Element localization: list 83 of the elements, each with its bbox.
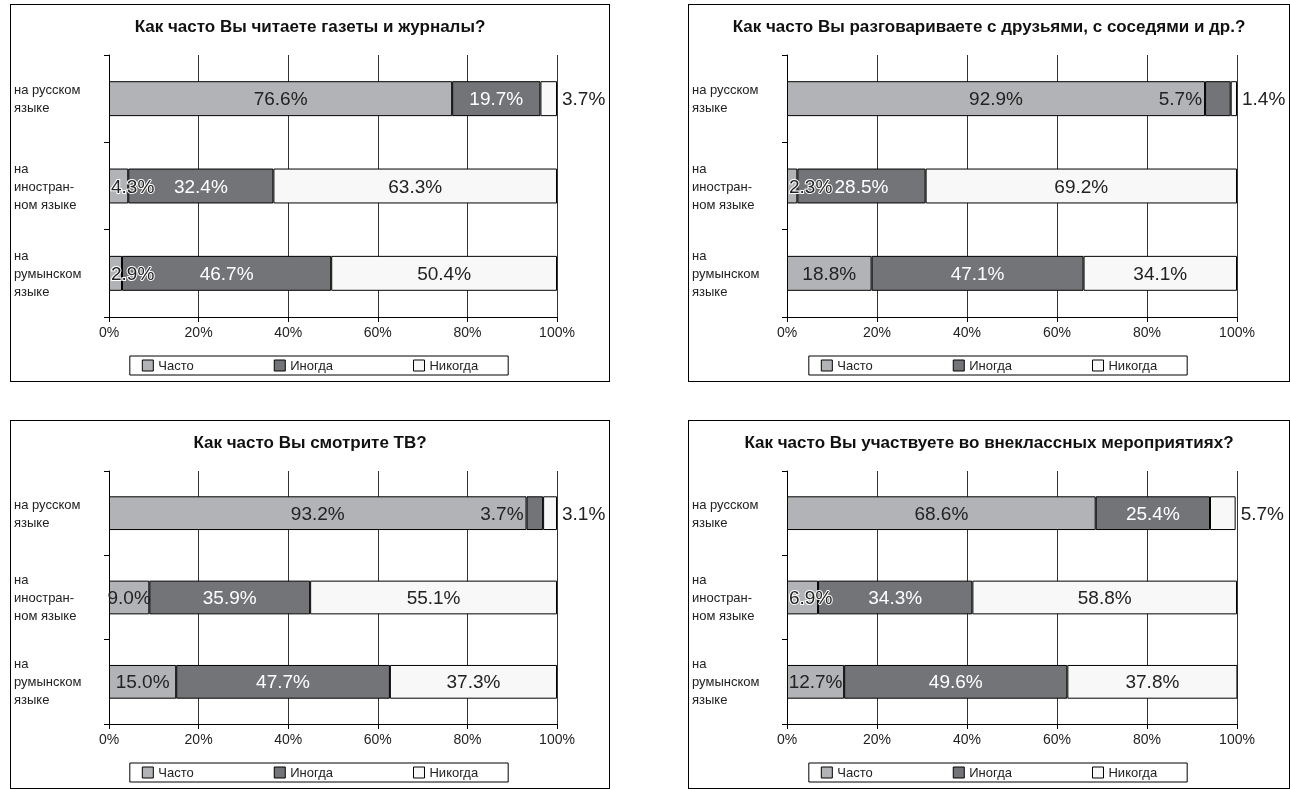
y-tick-label: на русском языке [14, 496, 81, 530]
x-tick-label: 60% [363, 324, 392, 340]
legend-label: Иногда [290, 358, 334, 373]
data-label: 50.4% [417, 262, 472, 284]
y-tick-label: на русском языке [692, 496, 759, 530]
data-label: 3.7% [562, 88, 606, 110]
data-label: 35.9% [202, 587, 257, 608]
y-tick-label: на иностран- ном языке [14, 160, 77, 212]
data-label: 37.8% [1125, 671, 1180, 693]
x-tick-label: 80% [453, 731, 482, 747]
data-label: 3.7% [480, 502, 524, 524]
x-tick-label: 60% [1042, 731, 1072, 747]
data-label: 18.8% [802, 262, 857, 284]
chart-title: Как часто Вы разговариваете с друзьями, с соседями и др.? [732, 17, 1246, 36]
legend-label: Иногда [969, 358, 1013, 373]
x-tick-label: 20% [184, 324, 213, 340]
x-tick-label: 100% [539, 324, 575, 340]
data-label: 28.5% [834, 175, 889, 197]
data-label: 34.1% [1133, 262, 1188, 284]
legend-label: Иногда [969, 765, 1013, 780]
data-label: 49.6% [928, 671, 983, 693]
x-tick-label: 80% [1132, 324, 1162, 340]
x-tick-label: 40% [952, 324, 982, 340]
x-tick-label: 80% [453, 324, 482, 340]
legend-label: Никогда [1108, 765, 1158, 780]
data-label: 63.3% [388, 175, 443, 197]
y-tick-label: на иностран- ном языке [692, 160, 755, 212]
data-label: 68.6% [914, 502, 969, 524]
x-tick-label: 20% [862, 731, 892, 747]
data-label: 1.4% [1242, 88, 1286, 110]
x-tick-label: 40% [274, 731, 303, 747]
data-label: 3.1% [562, 502, 606, 524]
data-label: 5.7% [1240, 502, 1285, 524]
x-tick-label: 40% [274, 324, 303, 340]
legend-label: Часто [837, 765, 873, 780]
x-tick-label: 0% [776, 731, 798, 747]
x-tick-label: 0% [776, 324, 798, 340]
data-label: 69.2% [1054, 175, 1109, 197]
x-tick-label: 0% [98, 324, 120, 340]
legend-label: Часто [158, 765, 194, 780]
data-label: 58.8% [1077, 587, 1132, 608]
x-tick-label: 20% [862, 324, 892, 340]
y-tick-label: на русском языке [692, 82, 759, 116]
x-tick-label: 100% [1219, 324, 1255, 340]
data-label: 12.7% [788, 671, 843, 693]
y-tick-label: на румынском языке [692, 247, 760, 299]
legend-label: Никогда [1108, 358, 1158, 373]
x-tick-label: 100% [1219, 731, 1255, 747]
y-tick-label: на русском языке [14, 82, 81, 116]
x-tick-label: 60% [363, 731, 392, 747]
x-tick-label: 100% [539, 731, 575, 747]
data-label: 46.7% [199, 262, 254, 284]
y-tick-label: на иностран- ном языке [692, 572, 755, 623]
x-tick-label: 80% [1132, 731, 1162, 747]
data-label: 34.3% [868, 587, 923, 608]
data-label: 19.7% [469, 88, 524, 110]
legend-label: Иногда [290, 765, 334, 780]
chart-title: Как часто Вы читаете газеты и журналы? [134, 17, 486, 36]
chart-title: Как часто Вы участвуете во внеклассных мероприятиях? [744, 433, 1234, 452]
legend-label: Никогда [429, 358, 479, 373]
data-label: 92.9% [969, 88, 1024, 110]
data-label: 76.6% [253, 88, 308, 110]
y-tick-label: на иностран- ном языке [14, 572, 77, 623]
x-tick-label: 40% [952, 731, 982, 747]
legend-label: Часто [158, 358, 194, 373]
data-label: 47.1% [950, 262, 1005, 284]
x-tick-label: 0% [98, 731, 120, 747]
data-label: 15.0% [115, 671, 170, 693]
data-label: 37.3% [446, 671, 501, 693]
data-label: 55.1% [406, 587, 461, 608]
data-label: 25.4% [1125, 502, 1180, 524]
y-tick-label: на румынском языке [692, 656, 760, 708]
y-tick-label: на румынском языке [14, 656, 82, 708]
data-label: 47.7% [256, 671, 311, 693]
x-tick-label: 60% [1042, 324, 1072, 340]
chart-title: Как часто Вы смотрите ТВ? [193, 433, 427, 452]
legend-label: Часто [837, 358, 873, 373]
data-label: 5.7% [1158, 88, 1203, 110]
data-label: 32.4% [173, 175, 228, 197]
x-tick-label: 20% [184, 731, 213, 747]
legend-label: Никогда [429, 765, 479, 780]
data-label: 93.2% [290, 502, 345, 524]
y-tick-label: на румынском языке [14, 247, 82, 299]
